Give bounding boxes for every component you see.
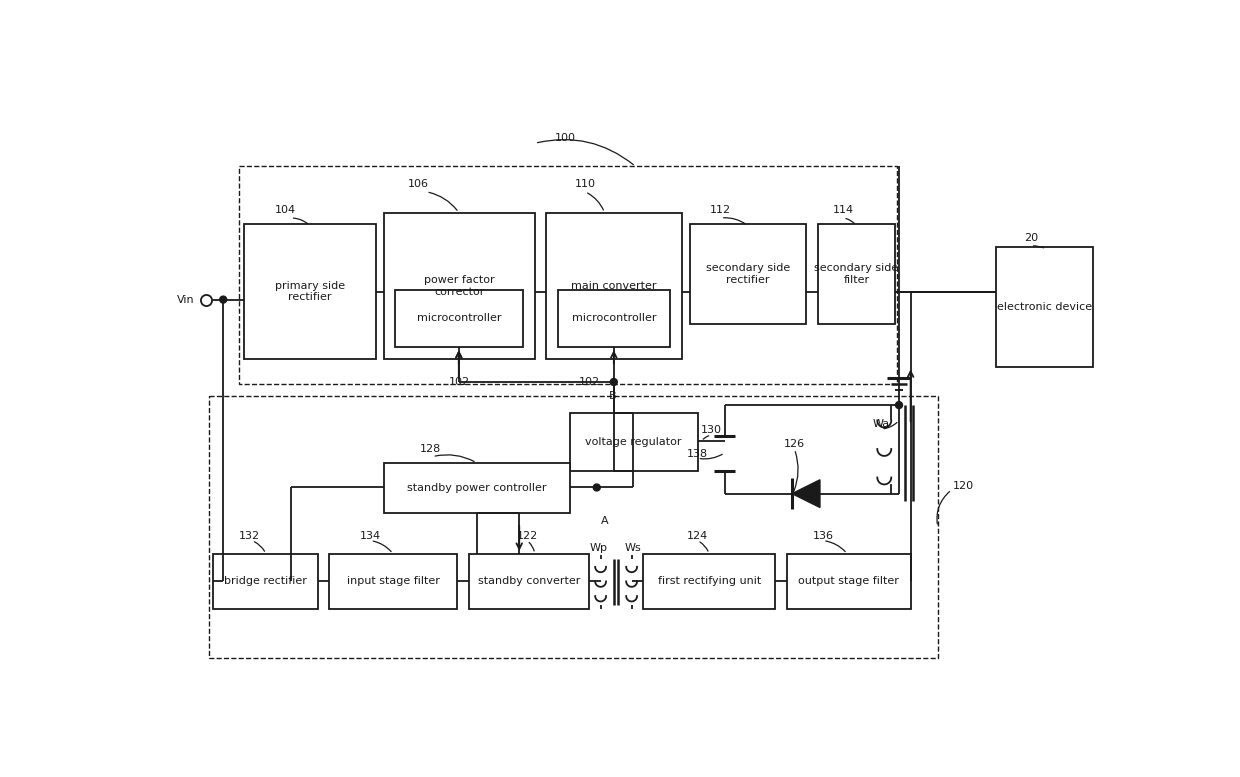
- Bar: [644, 554, 775, 609]
- Text: 124: 124: [687, 531, 708, 541]
- Text: 128: 128: [419, 444, 440, 454]
- Text: Vin: Vin: [177, 294, 195, 305]
- Bar: [330, 554, 458, 609]
- Text: A: A: [600, 517, 609, 526]
- Text: Ws: Ws: [625, 542, 641, 552]
- Text: B: B: [609, 391, 616, 401]
- Text: first rectifying unit: first rectifying unit: [657, 577, 761, 587]
- Text: microcontroller: microcontroller: [417, 313, 501, 323]
- Bar: [569, 413, 697, 471]
- Circle shape: [895, 402, 903, 409]
- Circle shape: [219, 296, 227, 303]
- Bar: [213, 554, 317, 609]
- Text: 122: 122: [516, 531, 538, 541]
- Text: 104: 104: [274, 205, 296, 215]
- Text: 138: 138: [687, 448, 708, 458]
- Text: 130: 130: [701, 426, 722, 435]
- Text: 106: 106: [408, 179, 429, 189]
- Bar: [547, 213, 682, 359]
- Bar: [238, 166, 898, 385]
- Bar: [244, 224, 376, 359]
- Text: primary side
rectifier: primary side rectifier: [275, 280, 345, 302]
- Text: 102: 102: [578, 377, 600, 387]
- Text: standby power controller: standby power controller: [407, 483, 547, 493]
- Text: electronic device: electronic device: [997, 302, 1092, 312]
- Text: 114: 114: [832, 205, 854, 215]
- Text: output stage filter: output stage filter: [799, 577, 899, 587]
- Bar: [996, 247, 1092, 367]
- Bar: [817, 224, 895, 324]
- Text: voltage regulator: voltage regulator: [585, 437, 682, 447]
- Bar: [383, 213, 534, 359]
- Bar: [689, 224, 806, 324]
- Circle shape: [610, 378, 618, 385]
- Text: power factor
corrector: power factor corrector: [424, 275, 495, 297]
- Text: 132: 132: [239, 531, 260, 541]
- Bar: [469, 554, 589, 609]
- Bar: [383, 463, 569, 513]
- Text: 112: 112: [711, 205, 732, 215]
- Bar: [210, 395, 937, 657]
- Text: 102: 102: [449, 377, 470, 387]
- Bar: [786, 554, 910, 609]
- Text: 136: 136: [812, 531, 833, 541]
- Text: 110: 110: [574, 179, 595, 189]
- Text: 100: 100: [556, 133, 577, 143]
- Circle shape: [593, 484, 600, 491]
- Text: main converter: main converter: [572, 280, 657, 291]
- Text: Wa: Wa: [873, 420, 890, 430]
- Text: standby converter: standby converter: [477, 577, 580, 587]
- Text: Wp: Wp: [590, 542, 608, 552]
- Text: input stage filter: input stage filter: [347, 577, 440, 587]
- Text: 126: 126: [784, 438, 805, 448]
- Text: microcontroller: microcontroller: [572, 313, 656, 323]
- Text: bridge rectifier: bridge rectifier: [224, 577, 306, 587]
- Bar: [396, 290, 523, 347]
- Polygon shape: [792, 479, 820, 507]
- Text: secondary side
filter: secondary side filter: [815, 263, 899, 285]
- Text: secondary side
rectifier: secondary side rectifier: [706, 263, 790, 285]
- Text: 134: 134: [360, 531, 381, 541]
- Bar: [558, 290, 671, 347]
- Text: 20: 20: [1024, 233, 1038, 243]
- Text: 120: 120: [954, 481, 975, 491]
